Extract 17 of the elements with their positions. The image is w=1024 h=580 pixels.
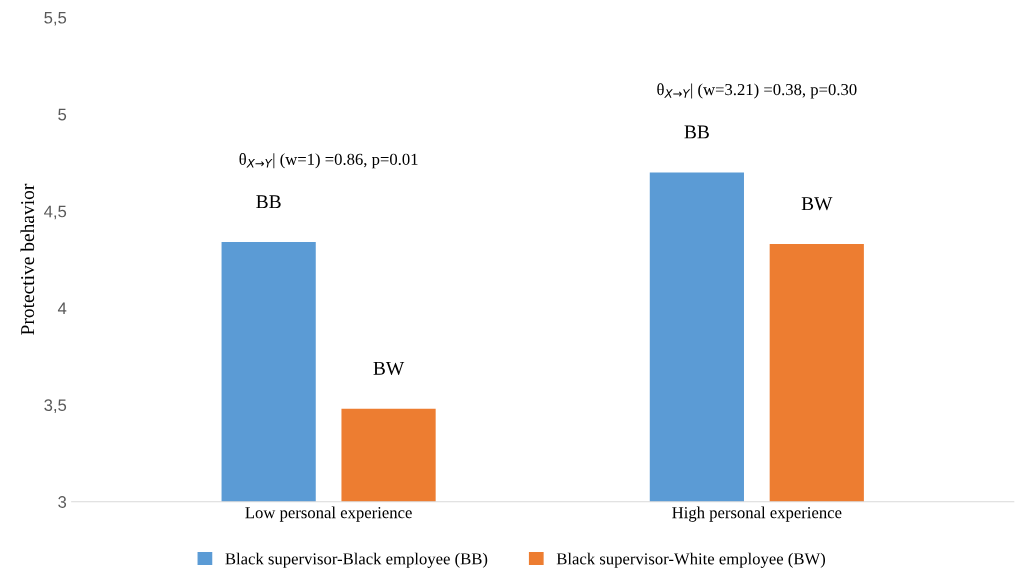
annotation: θ$_{X→Y}$| (w=1) =0.86, p=0.01 [239,153,418,169]
data-label: BB [684,125,709,139]
annotation: θ$_{X→Y}$| (w=3.21) =0.38, p=0.30 [657,83,857,99]
legend-label: Black supervisor-White employee (BW) [556,552,826,568]
x-tick-label: Low personal experience [245,506,412,522]
data-label: BW [801,197,833,211]
x-tick-label: High personal experience [672,506,842,522]
y-tick-label: 5,5 [44,11,67,26]
y-tick-label: 5 [58,108,67,121]
legend-label: Black supervisor-Black employee (BB) [225,552,488,568]
y-tick-label: 4,5 [44,205,67,220]
y-axis-title: Protective behavior [20,183,35,335]
y-tick-label: 3 [58,496,67,508]
data-label: BW [373,361,405,375]
data-label: BB [256,195,281,209]
y-tick-label: 4 [57,302,67,315]
y-tick-label: 3,5 [44,399,67,414]
